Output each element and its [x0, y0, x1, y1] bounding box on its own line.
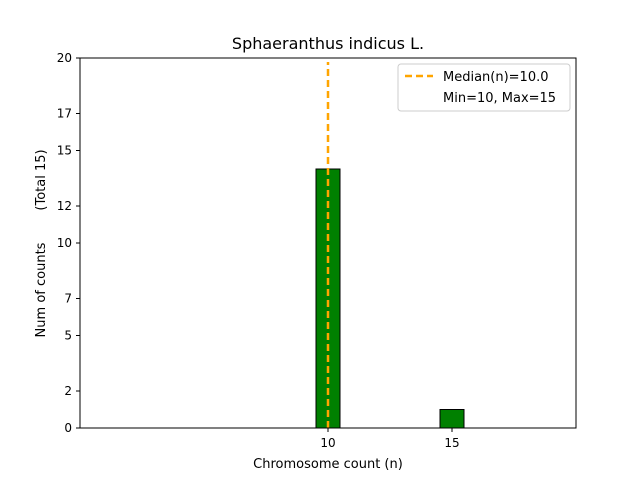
- bar-15: [439, 409, 465, 429]
- y-tick-label-12: 12: [57, 199, 72, 213]
- y-tick-label-0: 0: [64, 421, 72, 435]
- x-tick-label-15: 15: [444, 436, 459, 450]
- y-axis-total-label: (Total 15): [34, 149, 49, 210]
- legend-box: [397, 63, 571, 112]
- x-ticks-layer: 10 15: [320, 428, 460, 450]
- chart-title: Sphaeranthus indicus L.: [232, 34, 424, 53]
- y-tick-label-20: 20: [57, 51, 72, 65]
- legend-minmax-label: Min=10, Max=15: [443, 91, 556, 106]
- y-tick-label-2: 2: [64, 384, 72, 398]
- y-tick-label-5: 5: [64, 329, 72, 343]
- y-tick-label-10: 10: [57, 236, 72, 250]
- x-axis-label: Chromosome count (n): [253, 457, 403, 472]
- y-tick-label-7: 7: [64, 292, 72, 306]
- y-tick-label-15: 15: [57, 144, 72, 158]
- y-tick-label-17: 17: [57, 107, 72, 121]
- legend: Median(n)=10.0 Min=10, Max=15: [397, 63, 571, 112]
- y-axis-label: Num of counts: [34, 242, 49, 337]
- legend-median-label: Median(n)=10.0: [443, 70, 549, 85]
- x-tick-label-10: 10: [320, 436, 335, 450]
- bars-layer: [80, 168, 539, 429]
- y-ticks-layer: 0 2 5 7 10 12 15 17 20: [57, 51, 80, 435]
